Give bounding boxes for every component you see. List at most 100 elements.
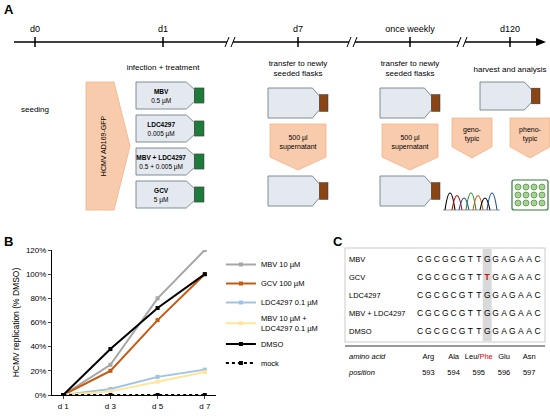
svg-text:T: T <box>468 308 473 318</box>
svg-text:A: A <box>518 254 524 264</box>
svg-text:G: G <box>442 272 449 282</box>
svg-text:5 µM: 5 µM <box>154 196 169 204</box>
svg-text:seeding: seeding <box>21 105 49 114</box>
svg-text:C: C <box>434 290 440 300</box>
svg-text:G: G <box>459 290 466 300</box>
svg-text:40%: 40% <box>30 342 46 351</box>
svg-text:transfer to newly: transfer to newly <box>381 59 440 68</box>
svg-text:G: G <box>442 308 449 318</box>
svg-text:G: G <box>442 290 449 300</box>
svg-text:harvest and analysis: harvest and analysis <box>474 65 547 74</box>
svg-text:G: G <box>509 272 516 282</box>
svg-text:position: position <box>348 368 375 377</box>
svg-text:G: G <box>459 272 466 282</box>
svg-text:GCV: GCV <box>349 273 365 282</box>
svg-text:pheno-: pheno- <box>519 126 541 134</box>
svg-text:594: 594 <box>447 368 460 377</box>
svg-text:G: G <box>509 290 516 300</box>
svg-text:C: C <box>434 254 440 264</box>
svg-text:595: 595 <box>473 368 486 377</box>
svg-text:A: A <box>518 272 524 282</box>
svg-text:C: C <box>535 326 541 336</box>
svg-text:C: C <box>535 308 541 318</box>
svg-text:597: 597 <box>523 368 536 377</box>
svg-text:A: A <box>526 290 532 300</box>
svg-text:A: A <box>501 308 507 318</box>
svg-text:d 5: d 5 <box>152 402 164 411</box>
svg-text:C: C <box>333 234 343 249</box>
svg-text:C: C <box>434 272 440 282</box>
svg-text:transfer to newly: transfer to newly <box>269 59 328 68</box>
svg-text:0%: 0% <box>35 391 47 400</box>
svg-text:G: G <box>425 308 432 318</box>
svg-text:C: C <box>451 254 457 264</box>
svg-text:C: C <box>535 290 541 300</box>
svg-text:G: G <box>425 326 432 336</box>
svg-text:G: G <box>492 272 499 282</box>
svg-text:G: G <box>442 326 449 336</box>
svg-text:G: G <box>459 308 466 318</box>
svg-text:d7: d7 <box>293 24 303 34</box>
svg-text:supernatant: supernatant <box>392 143 429 151</box>
svg-text:T: T <box>468 290 473 300</box>
svg-text:80%: 80% <box>30 294 46 303</box>
svg-text:G: G <box>492 326 499 336</box>
svg-text:seeded flasks: seeded flasks <box>274 69 323 78</box>
svg-text:G: G <box>492 254 499 264</box>
svg-text:C: C <box>417 326 423 336</box>
svg-text:G: G <box>425 272 432 282</box>
svg-text:A: A <box>501 272 507 282</box>
svg-text:infection + treatment: infection + treatment <box>127 63 200 72</box>
svg-text:Asn: Asn <box>523 352 536 361</box>
svg-text:MBV: MBV <box>154 88 169 95</box>
svg-text:T: T <box>476 308 481 318</box>
svg-text:typic: typic <box>523 135 538 143</box>
svg-text:amino acid: amino acid <box>349 352 386 361</box>
svg-text:T: T <box>476 272 481 282</box>
svg-text:d 7: d 7 <box>199 402 211 411</box>
svg-text:GCV: GCV <box>154 187 169 194</box>
svg-text:596: 596 <box>498 368 511 377</box>
svg-text:A: A <box>501 290 507 300</box>
svg-text:seeded flasks: seeded flasks <box>386 69 435 78</box>
svg-text:A: A <box>4 2 14 17</box>
svg-text:120%: 120% <box>26 246 46 255</box>
svg-text:A: A <box>518 308 524 318</box>
svg-text:C: C <box>451 308 457 318</box>
svg-text:0.005 µM: 0.005 µM <box>148 130 175 138</box>
svg-text:LDC4297: LDC4297 <box>349 291 381 300</box>
svg-text:MBV 10 µM: MBV 10 µM <box>261 260 300 269</box>
svg-text:Arg: Arg <box>423 352 435 361</box>
svg-text:T: T <box>476 326 481 336</box>
svg-text:T: T <box>476 254 481 264</box>
svg-text:once weekly: once weekly <box>385 24 435 34</box>
svg-text:A: A <box>526 254 532 264</box>
svg-text:G: G <box>459 326 466 336</box>
svg-text:T: T <box>468 254 473 264</box>
svg-text:C: C <box>451 290 457 300</box>
svg-text:C: C <box>434 308 440 318</box>
svg-text:d 3: d 3 <box>105 402 117 411</box>
svg-text:A: A <box>526 326 532 336</box>
svg-text:DMSO: DMSO <box>261 340 284 349</box>
svg-text:T: T <box>476 290 481 300</box>
svg-text:C: C <box>417 290 423 300</box>
svg-text:C: C <box>535 272 541 282</box>
svg-text:0.5 + 0.005 µM: 0.5 + 0.005 µM <box>139 163 183 171</box>
svg-text:G: G <box>484 326 491 336</box>
svg-text:typic: typic <box>465 135 480 143</box>
svg-text:HCMV replication (% DMSO): HCMV replication (% DMSO) <box>11 268 21 378</box>
svg-text:B: B <box>4 234 13 249</box>
svg-text:LDC4297: LDC4297 <box>147 121 175 128</box>
svg-text:Ala: Ala <box>448 352 460 361</box>
svg-text:0.5 µM: 0.5 µM <box>151 97 171 105</box>
svg-text:d120: d120 <box>500 24 520 34</box>
svg-text:C: C <box>417 308 423 318</box>
svg-text:100%: 100% <box>26 270 46 279</box>
svg-text:GCV 100 µM: GCV 100 µM <box>261 279 305 288</box>
svg-text:MBV: MBV <box>349 255 365 264</box>
svg-text:C: C <box>434 326 440 336</box>
svg-text:mock: mock <box>261 359 279 368</box>
svg-text:supernatant: supernatant <box>280 143 317 151</box>
svg-text:500 µl: 500 µl <box>400 134 420 142</box>
